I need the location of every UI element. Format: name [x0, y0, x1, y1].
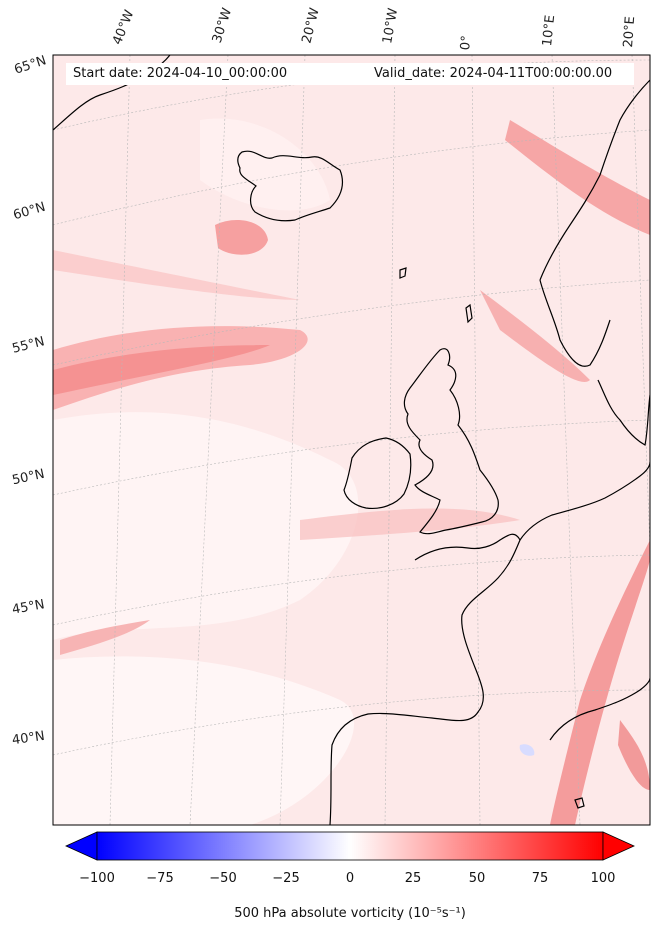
colorbar-bar — [96, 831, 604, 861]
colorbar-tick: 0 — [345, 871, 355, 886]
colorbar-tick: −100 — [79, 871, 115, 886]
norway-coast — [539, 79, 650, 281]
map-frame — [52, 54, 651, 826]
colorbar-tick: 75 — [531, 871, 549, 886]
valid-date-text: Valid_date: 2024-04-11T00:00:00.00 — [374, 66, 613, 81]
iceland-coast — [237, 150, 343, 222]
colorbar-tick: −50 — [209, 871, 237, 886]
continental-coast — [329, 533, 521, 825]
start-date-text: Start date: 2024-04-10_00:00:00 — [73, 66, 288, 81]
colorbar-extend-low — [65, 831, 98, 861]
vorticity-field — [53, 55, 650, 825]
colorbar-tick: 25 — [404, 871, 422, 886]
colorbar-tick: 100 — [590, 871, 616, 886]
colorbar-extend-high — [602, 831, 635, 861]
colorbar-label: 500 hPa absolute vorticity (10⁻⁵s⁻¹) — [234, 906, 466, 921]
graticule — [53, 55, 650, 825]
colorbar-tick: −25 — [272, 871, 300, 886]
great-britain-coast — [403, 348, 499, 535]
colorbar-tick: −75 — [146, 871, 174, 886]
colorbar-tick: 50 — [468, 871, 486, 886]
lon-label-20e: 20°E — [621, 15, 639, 48]
date-banner — [66, 63, 634, 85]
coastlines — [53, 55, 650, 825]
colorbar — [65, 831, 635, 861]
lon-label-0: 0° — [458, 34, 475, 51]
ireland-coast — [343, 437, 412, 510]
